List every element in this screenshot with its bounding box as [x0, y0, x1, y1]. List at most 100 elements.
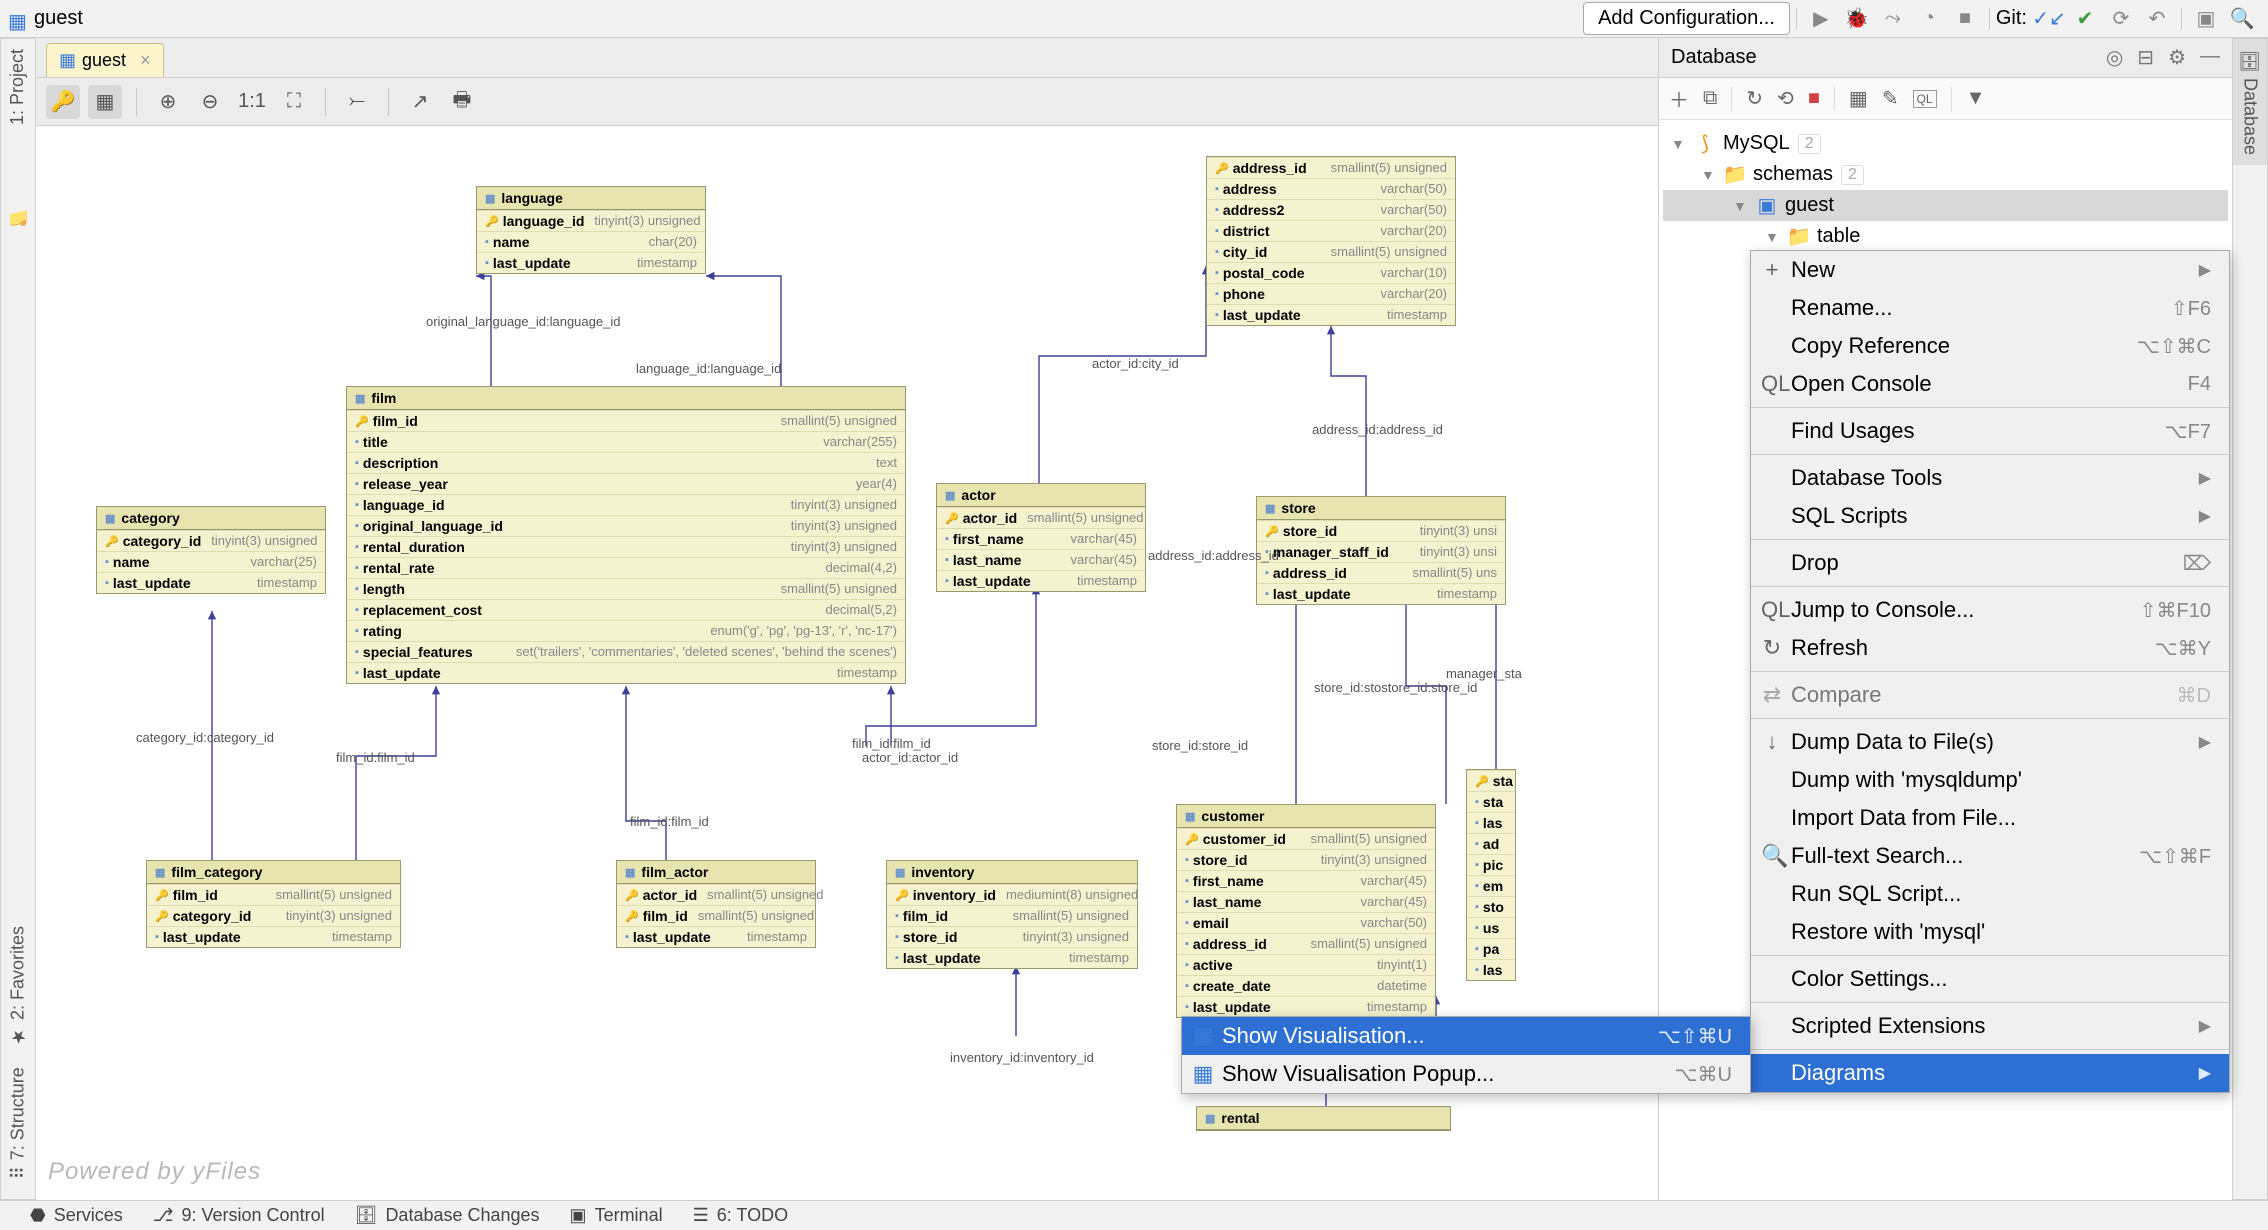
- submenu-item[interactable]: ▦Show Visualisation Popup...⌥⌘U: [1182, 1055, 1750, 1093]
- search-icon[interactable]: 🔍: [2228, 5, 2256, 33]
- editor-tab-guest[interactable]: ▦ guest ×: [46, 43, 164, 77]
- menu-item[interactable]: Scripted Extensions▶: [1751, 1007, 2229, 1045]
- zoom-actual-icon[interactable]: 1:1: [235, 85, 269, 119]
- print-icon[interactable]: 🖶: [445, 85, 479, 119]
- todo-tool-button[interactable]: ☰6: TODO: [693, 1205, 789, 1226]
- menu-item[interactable]: Copy Reference⌥⇧⌘C: [1751, 327, 2229, 365]
- entity-sta[interactable]: 🔑sta▪sta▪las▪ad▪pic▪em▪sto▪us▪pa▪las: [1466, 769, 1516, 981]
- git-commit-icon[interactable]: ✔: [2071, 5, 2099, 33]
- tables-node[interactable]: ▼📁table: [1663, 221, 2228, 252]
- vcs-tool-button[interactable]: ⎇9: Version Control: [153, 1205, 325, 1226]
- add-datasource-icon[interactable]: ＋: [1669, 84, 1689, 113]
- profile-icon[interactable]: ◔: [1915, 5, 1943, 33]
- entity-address[interactable]: 🔑address_idsmallint(5) unsigned▪addressv…: [1206, 156, 1456, 326]
- target-icon[interactable]: ◎: [2106, 45, 2123, 70]
- terminal-tool-button[interactable]: ▣Terminal: [570, 1205, 663, 1226]
- layout-icon[interactable]: ⤚: [340, 85, 374, 119]
- settings-icon[interactable]: ⚙: [2168, 45, 2186, 70]
- edit-icon[interactable]: ✎: [1882, 86, 1899, 111]
- menu-item[interactable]: 🔍Full-text Search...⌥⇧⌘F: [1751, 837, 2229, 875]
- diagrams-submenu[interactable]: ▦Show Visualisation...⌥⇧⌘U▦Show Visualis…: [1181, 1016, 1751, 1094]
- folder-icon: 📁: [1789, 224, 1809, 249]
- duplicate-icon[interactable]: ⧉: [1703, 87, 1717, 110]
- edge-label: category_id:category_id: [136, 730, 274, 745]
- status-bar: ⬣Services ⎇9: Version Control 🗄Database …: [0, 1200, 2268, 1230]
- git-label: Git:: [1996, 7, 2027, 30]
- menu-item[interactable]: QLJump to Console...⇧⌘F10: [1751, 591, 2229, 629]
- console-icon[interactable]: QL: [1913, 90, 1937, 108]
- close-tab-icon[interactable]: ×: [140, 50, 151, 71]
- collapse-icon[interactable]: ⊟: [2137, 45, 2154, 70]
- diagram-icon: ▦: [59, 50, 76, 71]
- favorites-tool-tab[interactable]: ★2: Favorites: [1, 916, 35, 1057]
- menu-item[interactable]: Import Data from File...: [1751, 799, 2229, 837]
- hide-icon[interactable]: —: [2200, 45, 2220, 70]
- entity-film_actor[interactable]: ▦film_actor🔑actor_idsmallint(5) unsigned…: [616, 860, 816, 948]
- entity-film[interactable]: ▦film🔑film_idsmallint(5) unsigned▪titlev…: [346, 386, 906, 684]
- menu-item[interactable]: Drop⌦: [1751, 544, 2229, 582]
- git-revert-icon[interactable]: ↶: [2143, 5, 2171, 33]
- services-tool-button[interactable]: ⬣Services: [30, 1205, 123, 1226]
- project-files-icon[interactable]: 📁: [1, 195, 35, 237]
- entity-category[interactable]: ▦category🔑category_idtinyint(3) unsigned…: [96, 506, 326, 594]
- schemas-node[interactable]: ▼📁schemas2: [1663, 159, 2228, 190]
- menu-item[interactable]: Run SQL Script...: [1751, 875, 2229, 913]
- menu-item[interactable]: Database Tools▶: [1751, 459, 2229, 497]
- datasource-icon: ⟆: [1695, 131, 1715, 156]
- menu-item[interactable]: Dump with 'mysqldump': [1751, 761, 2229, 799]
- entity-rental[interactable]: ▦rental: [1196, 1106, 1451, 1131]
- debug-icon[interactable]: 🐞: [1843, 5, 1871, 33]
- refresh-icon[interactable]: ↻: [1746, 86, 1763, 111]
- zoom-in-icon[interactable]: ⊕: [151, 85, 185, 119]
- zoom-out-icon[interactable]: ⊖: [193, 85, 227, 119]
- menu-item-icon: ↓: [1761, 729, 1783, 755]
- context-menu[interactable]: +New▶Rename...⇧F6Copy Reference⌥⇧⌘CQLOpe…: [1750, 250, 2230, 1093]
- menu-item[interactable]: Restore with 'mysql': [1751, 913, 2229, 951]
- menu-item[interactable]: ↻Refresh⌥⌘Y: [1751, 629, 2229, 667]
- menu-item[interactable]: QLOpen ConsoleF4: [1751, 365, 2229, 403]
- menu-item[interactable]: Find Usages⌥F7: [1751, 412, 2229, 450]
- schema-node-guest[interactable]: ▼▣guest: [1663, 190, 2228, 221]
- filter-icon[interactable]: ▼: [1966, 87, 1986, 110]
- menu-item[interactable]: +New▶: [1751, 251, 2229, 289]
- menu-item[interactable]: ↓Dump Data to File(s)▶: [1751, 723, 2229, 761]
- stop-icon[interactable]: ■: [1951, 5, 1979, 33]
- breadcrumb-label: guest: [34, 7, 83, 30]
- datasource-node[interactable]: ▼⟆MySQL2: [1663, 128, 2228, 159]
- run-icon[interactable]: ▶: [1807, 5, 1835, 33]
- data-icon[interactable]: ▦: [1849, 86, 1868, 111]
- database-tool-tab[interactable]: 🗄Database: [2233, 39, 2267, 165]
- entity-language[interactable]: ▦language🔑language_idtinyint(3) unsigned…: [476, 186, 706, 274]
- fit-content-icon[interactable]: ⛶: [277, 85, 311, 119]
- entity-inventory[interactable]: ▦inventory🔑inventory_idmediumint(8) unsi…: [886, 860, 1138, 969]
- stop-icon[interactable]: ■: [1808, 87, 1820, 110]
- entity-customer[interactable]: ▦customer🔑customer_idsmallint(5) unsigne…: [1176, 804, 1436, 1018]
- git-history-icon[interactable]: ⟳: [2107, 5, 2135, 33]
- menu-item-icon: +: [1761, 257, 1783, 283]
- sync-icon[interactable]: ⟲: [1777, 86, 1794, 111]
- edge-label: language_id:language_id: [636, 361, 781, 376]
- add-configuration-button[interactable]: Add Configuration...: [1583, 2, 1790, 35]
- menu-item[interactable]: SQL Scripts▶: [1751, 497, 2229, 535]
- entity-film_category[interactable]: ▦film_category🔑film_idsmallint(5) unsign…: [146, 860, 401, 948]
- all-columns-toggle[interactable]: ▦: [88, 85, 122, 119]
- structure-tool-tab[interactable]: ⠿7: Structure: [1, 1057, 35, 1189]
- edge-label: address_id:address_id: [1148, 548, 1279, 563]
- left-tool-strip: 1: Project 📁 ★2: Favorites ⠿7: Structure: [0, 38, 36, 1200]
- run-anything-icon[interactable]: ▣: [2192, 5, 2220, 33]
- db-changes-tool-button[interactable]: 🗄Database Changes: [355, 1205, 540, 1226]
- menu-item[interactable]: ⇄Compare⌘D: [1751, 676, 2229, 714]
- project-tool-tab[interactable]: 1: Project: [1, 39, 34, 135]
- right-tool-strip: 🗄Database: [2232, 38, 2268, 1200]
- entity-actor[interactable]: ▦actor🔑actor_idsmallint(5) unsigned▪firs…: [936, 483, 1146, 592]
- menu-item[interactable]: Color Settings...: [1751, 960, 2229, 998]
- key-columns-toggle[interactable]: 🔑: [46, 85, 80, 119]
- git-update-icon[interactable]: ✓↙: [2035, 5, 2063, 33]
- breadcrumb[interactable]: ▦ guest: [8, 7, 83, 30]
- submenu-item[interactable]: ▦Show Visualisation...⌥⇧⌘U: [1182, 1017, 1750, 1055]
- menu-item[interactable]: Diagrams▶: [1751, 1054, 2229, 1092]
- coverage-icon[interactable]: ⤳: [1879, 5, 1907, 33]
- entity-store[interactable]: ▦store🔑store_idtinyint(3) unsi▪manager_s…: [1256, 496, 1506, 605]
- export-icon[interactable]: ↗: [403, 85, 437, 119]
- menu-item[interactable]: Rename...⇧F6: [1751, 289, 2229, 327]
